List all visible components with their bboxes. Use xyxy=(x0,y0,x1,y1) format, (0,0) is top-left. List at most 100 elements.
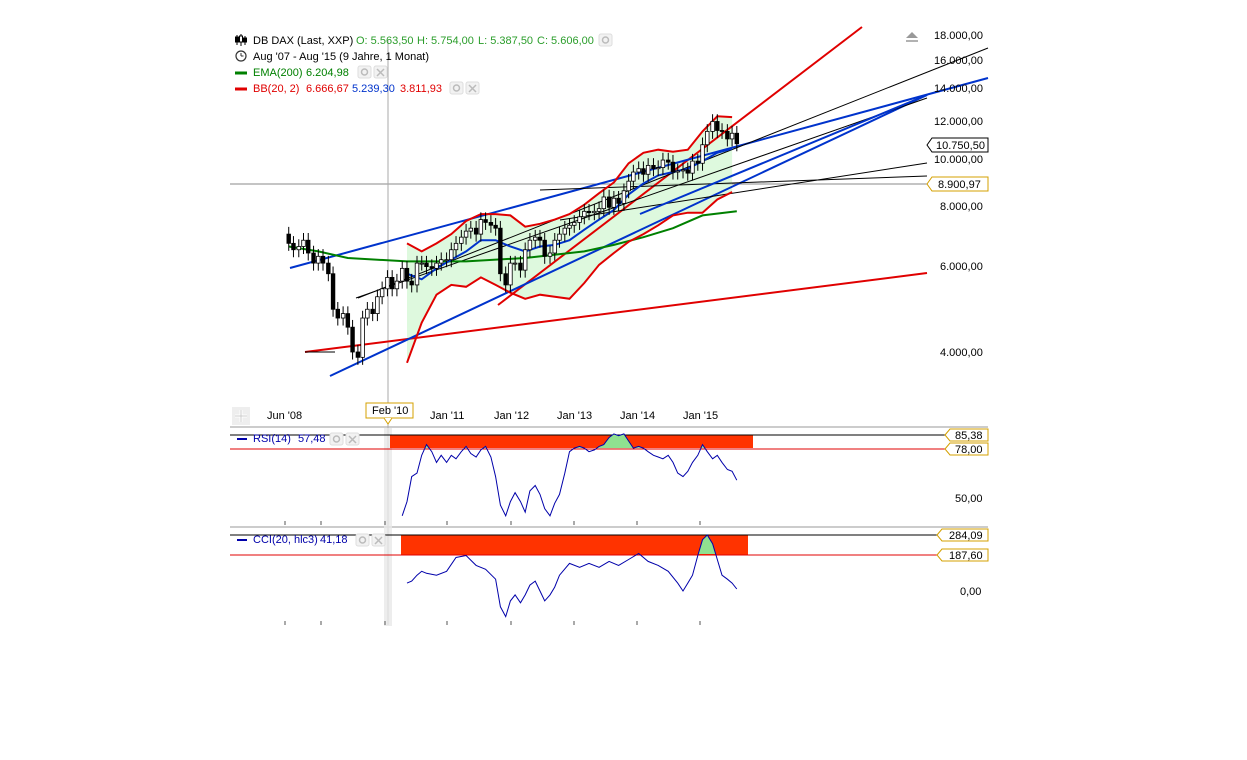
ohlc-high: H: 5.754,00 xyxy=(417,35,474,47)
candle-body xyxy=(572,222,577,226)
candle-body xyxy=(478,219,484,235)
candle-body xyxy=(439,259,444,264)
gear-icon[interactable] xyxy=(357,65,372,79)
close-icon[interactable] xyxy=(345,432,360,446)
add-panel-icon[interactable] xyxy=(232,407,250,425)
candle-body xyxy=(695,160,701,164)
candle-body xyxy=(370,308,375,314)
candle-body xyxy=(508,262,513,286)
cci-panel: CCI(20, hlc3) 41,18 284,09 187,60 0,00 xyxy=(230,528,989,618)
candle-body xyxy=(453,242,459,251)
gear-icon[interactable] xyxy=(449,81,464,95)
svg-text:284,09: 284,09 xyxy=(949,530,983,542)
bb-legend-lower: 3.811,93 xyxy=(400,83,442,95)
candle-body xyxy=(725,130,730,140)
candle-body xyxy=(715,121,720,131)
candle-body xyxy=(734,132,740,145)
candle-body xyxy=(626,180,631,192)
candle-body xyxy=(700,144,705,164)
clock-icon xyxy=(235,50,247,62)
x-tick-label: Jan '12 xyxy=(494,410,529,422)
candle-body xyxy=(660,159,666,168)
candle-body xyxy=(385,276,390,290)
candle-body xyxy=(631,171,636,182)
trendline-blue-channel-lower xyxy=(329,94,928,377)
candle-body xyxy=(636,168,641,173)
candle-body xyxy=(542,239,547,257)
candle-body xyxy=(311,252,316,264)
crosshair-vertical-band xyxy=(384,428,392,626)
rsi-level-tag: 78,00 xyxy=(944,442,989,456)
candle-body xyxy=(567,224,572,229)
close-icon[interactable] xyxy=(465,81,480,95)
candle-body xyxy=(400,267,405,282)
candle-body xyxy=(493,224,498,229)
candle-body xyxy=(705,130,710,146)
x-axis: Jun '08 Feb '10 Jan '11 Jan '12 Jan '13 … xyxy=(232,402,718,425)
candle-body xyxy=(414,262,420,286)
main-legend: DB DAX (Last, XXP) O: 5.563,50 H: 5.754,… xyxy=(235,33,613,95)
candle-body xyxy=(655,167,661,170)
candle-body xyxy=(557,233,562,241)
candle-body xyxy=(326,262,331,275)
cci-legend-label: CCI(20, hlc3) xyxy=(253,534,318,546)
candle-body xyxy=(483,219,488,223)
candle-body xyxy=(685,169,690,174)
y-tick-label: 8.000,00 xyxy=(940,201,983,213)
ohlc-low: L: 5.387,50 xyxy=(478,35,533,47)
x-tick-label: Jun '08 xyxy=(267,410,302,422)
gear-icon[interactable] xyxy=(329,432,344,446)
grid xyxy=(230,40,988,626)
ohlc-open: O: 5.563,50 xyxy=(356,35,414,47)
x-tick-label: Jan '13 xyxy=(557,410,592,422)
instrument-name: DB DAX (Last, XXP) xyxy=(253,35,353,47)
bb-legend-label: BB(20, 2) xyxy=(253,83,299,95)
rsi-y-tick-label: 50,00 xyxy=(955,493,983,505)
candle-body xyxy=(468,227,474,232)
crosshair-date-tag: Feb '10 xyxy=(365,402,414,425)
candle-body xyxy=(729,132,735,140)
candle-body xyxy=(306,239,311,254)
candle-body xyxy=(651,165,656,170)
candle-body xyxy=(547,252,553,257)
last-price-tag: 10.750,50 xyxy=(926,137,989,153)
gear-icon[interactable] xyxy=(355,533,370,547)
candle-body xyxy=(616,197,621,204)
close-icon[interactable] xyxy=(373,65,388,79)
candle-body xyxy=(365,308,370,319)
candle-body xyxy=(719,130,725,132)
candle-body xyxy=(577,216,582,223)
candle-body xyxy=(394,280,400,290)
candle-body xyxy=(459,236,464,244)
cci-level-tag: 284,09 xyxy=(936,528,989,542)
close-icon[interactable] xyxy=(371,533,386,547)
trendline-black-3 xyxy=(559,162,928,221)
svg-text:8.900,97: 8.900,97 xyxy=(938,179,981,191)
cci-line xyxy=(406,534,738,618)
candle-body xyxy=(680,169,686,172)
rsi-panel: RSI(14) 57,48 85,38 78,00 50,00 xyxy=(230,428,989,518)
candle-body xyxy=(286,233,291,244)
candle-body xyxy=(330,273,336,310)
candle-body xyxy=(503,273,508,286)
svg-text:10.750,50: 10.750,50 xyxy=(936,140,985,152)
x-tick-label: Jan '14 xyxy=(620,410,655,422)
gear-icon[interactable] xyxy=(598,33,613,47)
candle-body xyxy=(621,190,627,204)
candle-body xyxy=(345,313,351,328)
candle-body xyxy=(601,196,607,210)
candlestick-series xyxy=(286,114,740,365)
crosshair-price-tag: 8.900,97 xyxy=(926,176,989,192)
svg-text:85,38: 85,38 xyxy=(955,430,983,442)
scroll-up-icon[interactable] xyxy=(906,32,918,42)
candle-body xyxy=(340,313,346,319)
period-label: Aug '07 - Aug '15 (9 Jahre, 1 Monat) xyxy=(253,51,429,63)
candle-body xyxy=(596,208,602,212)
y-tick-label: 18.000,00 xyxy=(934,30,983,42)
y-tick-label: 14.000,00 xyxy=(934,83,983,95)
trendline-red-steep xyxy=(497,26,863,306)
price-y-axis: 18.000,00 16.000,00 14.000,00 12.000,00 … xyxy=(934,30,983,359)
cci-y-tick-label: 0,00 xyxy=(960,586,981,598)
x-tick-label: Jan '15 xyxy=(683,410,718,422)
candle-body xyxy=(320,255,326,264)
